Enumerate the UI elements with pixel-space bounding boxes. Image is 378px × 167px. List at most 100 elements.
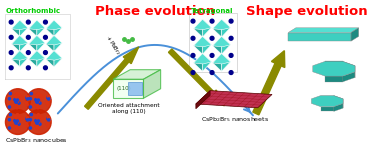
Polygon shape (12, 20, 20, 36)
Text: + PbBr$_2$: + PbBr$_2$ (103, 33, 123, 57)
Circle shape (15, 125, 17, 128)
Circle shape (9, 66, 13, 70)
Polygon shape (213, 53, 222, 71)
Circle shape (47, 104, 49, 106)
Polygon shape (196, 91, 272, 108)
Polygon shape (288, 33, 351, 41)
Polygon shape (29, 51, 45, 60)
Circle shape (46, 123, 48, 125)
Polygon shape (213, 36, 222, 54)
Polygon shape (288, 28, 359, 33)
Circle shape (46, 97, 49, 99)
Circle shape (26, 119, 29, 121)
Circle shape (21, 96, 23, 98)
Circle shape (37, 128, 39, 130)
Circle shape (26, 104, 28, 106)
Circle shape (26, 98, 29, 100)
Circle shape (36, 101, 38, 103)
Text: CsPbBr$_3$ nanocubes: CsPbBr$_3$ nanocubes (5, 136, 68, 145)
Polygon shape (12, 51, 28, 60)
Circle shape (5, 89, 30, 114)
Circle shape (229, 19, 233, 23)
Polygon shape (213, 36, 231, 47)
Circle shape (10, 105, 12, 107)
Circle shape (9, 20, 13, 24)
Circle shape (26, 117, 29, 119)
Circle shape (18, 123, 20, 125)
FancyArrow shape (85, 47, 139, 109)
Circle shape (29, 106, 31, 108)
Circle shape (15, 105, 17, 107)
Circle shape (8, 98, 11, 100)
Polygon shape (144, 70, 161, 98)
Circle shape (31, 126, 34, 128)
Circle shape (39, 102, 41, 104)
Circle shape (17, 119, 20, 121)
Polygon shape (20, 20, 28, 36)
Circle shape (43, 66, 47, 70)
Circle shape (26, 35, 30, 39)
Circle shape (9, 35, 13, 39)
Circle shape (17, 98, 20, 100)
Circle shape (25, 123, 28, 125)
Circle shape (26, 96, 29, 98)
Circle shape (10, 126, 12, 128)
Circle shape (47, 96, 50, 98)
Circle shape (46, 102, 48, 104)
Polygon shape (194, 53, 203, 71)
Polygon shape (222, 36, 231, 54)
Circle shape (18, 99, 20, 101)
Polygon shape (203, 19, 211, 37)
Circle shape (36, 122, 39, 124)
Circle shape (48, 99, 51, 101)
Circle shape (36, 95, 38, 97)
Circle shape (47, 125, 49, 127)
Polygon shape (46, 51, 62, 60)
Polygon shape (351, 28, 359, 41)
Text: Orthorhombic: Orthorhombic (5, 8, 60, 14)
Circle shape (16, 121, 19, 123)
Polygon shape (113, 79, 144, 98)
Circle shape (37, 96, 39, 98)
Circle shape (16, 120, 19, 122)
Circle shape (14, 116, 17, 118)
Circle shape (16, 114, 19, 116)
Circle shape (19, 95, 21, 97)
Circle shape (9, 113, 11, 116)
Circle shape (26, 125, 28, 127)
Circle shape (37, 100, 39, 103)
Circle shape (191, 19, 195, 23)
Polygon shape (29, 35, 45, 45)
Circle shape (39, 116, 42, 118)
Circle shape (15, 122, 17, 124)
Polygon shape (196, 91, 210, 109)
Circle shape (36, 95, 38, 97)
Polygon shape (29, 20, 45, 30)
Circle shape (26, 89, 51, 114)
Circle shape (29, 119, 31, 121)
FancyArrow shape (253, 51, 285, 115)
Text: Tetragonal: Tetragonal (191, 8, 234, 14)
Circle shape (16, 93, 19, 95)
Circle shape (43, 35, 47, 39)
Circle shape (30, 93, 33, 95)
Circle shape (229, 71, 233, 74)
Polygon shape (54, 20, 62, 36)
Circle shape (37, 120, 40, 122)
Polygon shape (29, 51, 37, 67)
Circle shape (31, 105, 34, 107)
Circle shape (15, 122, 18, 124)
Circle shape (16, 107, 18, 109)
Circle shape (18, 102, 20, 104)
Circle shape (15, 96, 18, 98)
Circle shape (26, 20, 30, 24)
Circle shape (35, 120, 37, 122)
Circle shape (37, 121, 39, 123)
Circle shape (39, 119, 41, 121)
Circle shape (19, 116, 21, 118)
Circle shape (26, 118, 28, 120)
Polygon shape (342, 61, 355, 71)
Polygon shape (54, 51, 62, 67)
FancyArrow shape (169, 49, 225, 106)
Polygon shape (321, 96, 334, 100)
